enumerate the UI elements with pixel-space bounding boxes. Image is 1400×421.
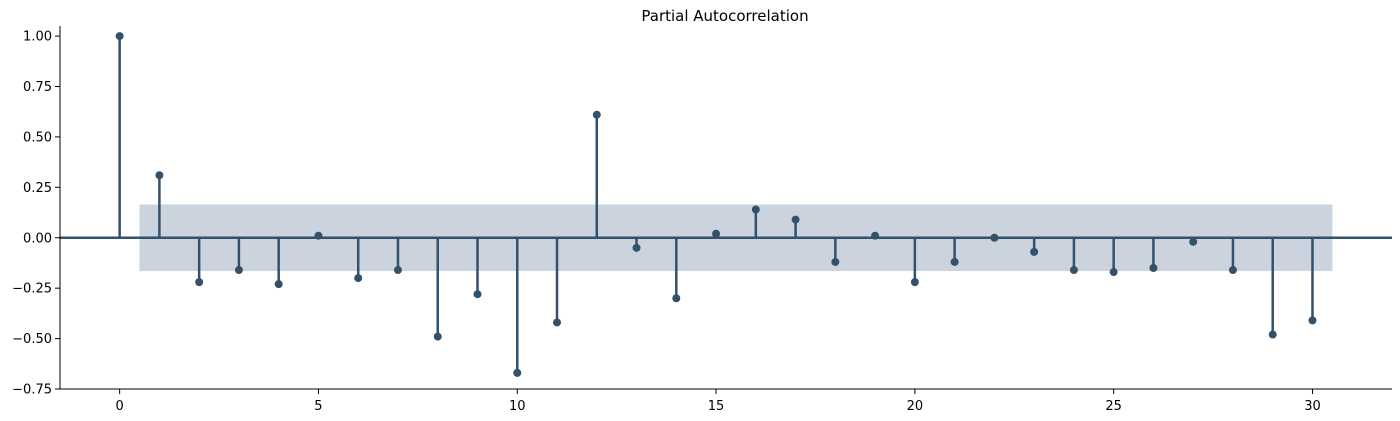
stem-marker — [553, 318, 562, 327]
y-tick-label: 0.50 — [23, 130, 52, 145]
stem-marker — [831, 257, 840, 266]
y-tick-label: 0.00 — [23, 231, 52, 246]
y-tick-label: 0.25 — [23, 181, 52, 196]
x-tick-label: 20 — [907, 399, 924, 414]
stem-marker — [592, 110, 601, 119]
stem-marker — [1189, 237, 1198, 246]
stem-marker — [1268, 330, 1277, 339]
stem-marker — [712, 229, 721, 238]
y-tick-label: −0.50 — [12, 332, 52, 347]
chart-title: Partial Autocorrelation — [641, 7, 808, 25]
stem-marker — [473, 290, 482, 299]
x-tick-label: 5 — [314, 399, 322, 414]
x-tick-label: 15 — [708, 399, 725, 414]
stem-marker — [871, 231, 880, 240]
stem-marker — [393, 266, 402, 275]
stem-marker — [1308, 316, 1317, 325]
stem-marker — [274, 280, 283, 289]
stem-marker — [155, 171, 164, 180]
stem-marker — [751, 205, 760, 214]
stem-marker — [234, 266, 243, 275]
stem-marker — [195, 278, 204, 287]
y-tick-label: 0.75 — [23, 80, 52, 95]
stem-marker — [314, 231, 323, 240]
stem-marker — [632, 243, 641, 252]
stem-marker — [910, 278, 919, 287]
stem-marker — [1069, 266, 1078, 275]
stem-marker — [354, 274, 363, 283]
stem-marker — [791, 215, 800, 224]
x-tick-label: 10 — [509, 399, 526, 414]
x-tick-label: 25 — [1105, 399, 1122, 414]
stem-marker — [1030, 247, 1039, 256]
y-tick-label: −0.75 — [12, 383, 52, 398]
stem-marker — [950, 257, 959, 266]
stem-marker — [433, 332, 442, 341]
stem-marker — [115, 32, 124, 41]
y-tick-label: −0.25 — [12, 282, 52, 297]
stem-marker — [1109, 268, 1118, 277]
x-tick-label: 30 — [1304, 399, 1321, 414]
x-tick-label: 0 — [116, 399, 124, 414]
stem-marker — [513, 368, 522, 377]
stem-marker — [672, 294, 681, 303]
axes-layer: −0.75 −0.50 −0.25 0.00 0.25 0.50 0.75 1.00 0 5 10 1… — [12, 26, 1392, 414]
stem-marker — [990, 233, 999, 242]
stems-layer — [60, 32, 1392, 377]
stem-marker — [1149, 264, 1158, 272]
y-tick-label: 1.00 — [23, 30, 52, 45]
stem-marker — [1228, 266, 1237, 275]
